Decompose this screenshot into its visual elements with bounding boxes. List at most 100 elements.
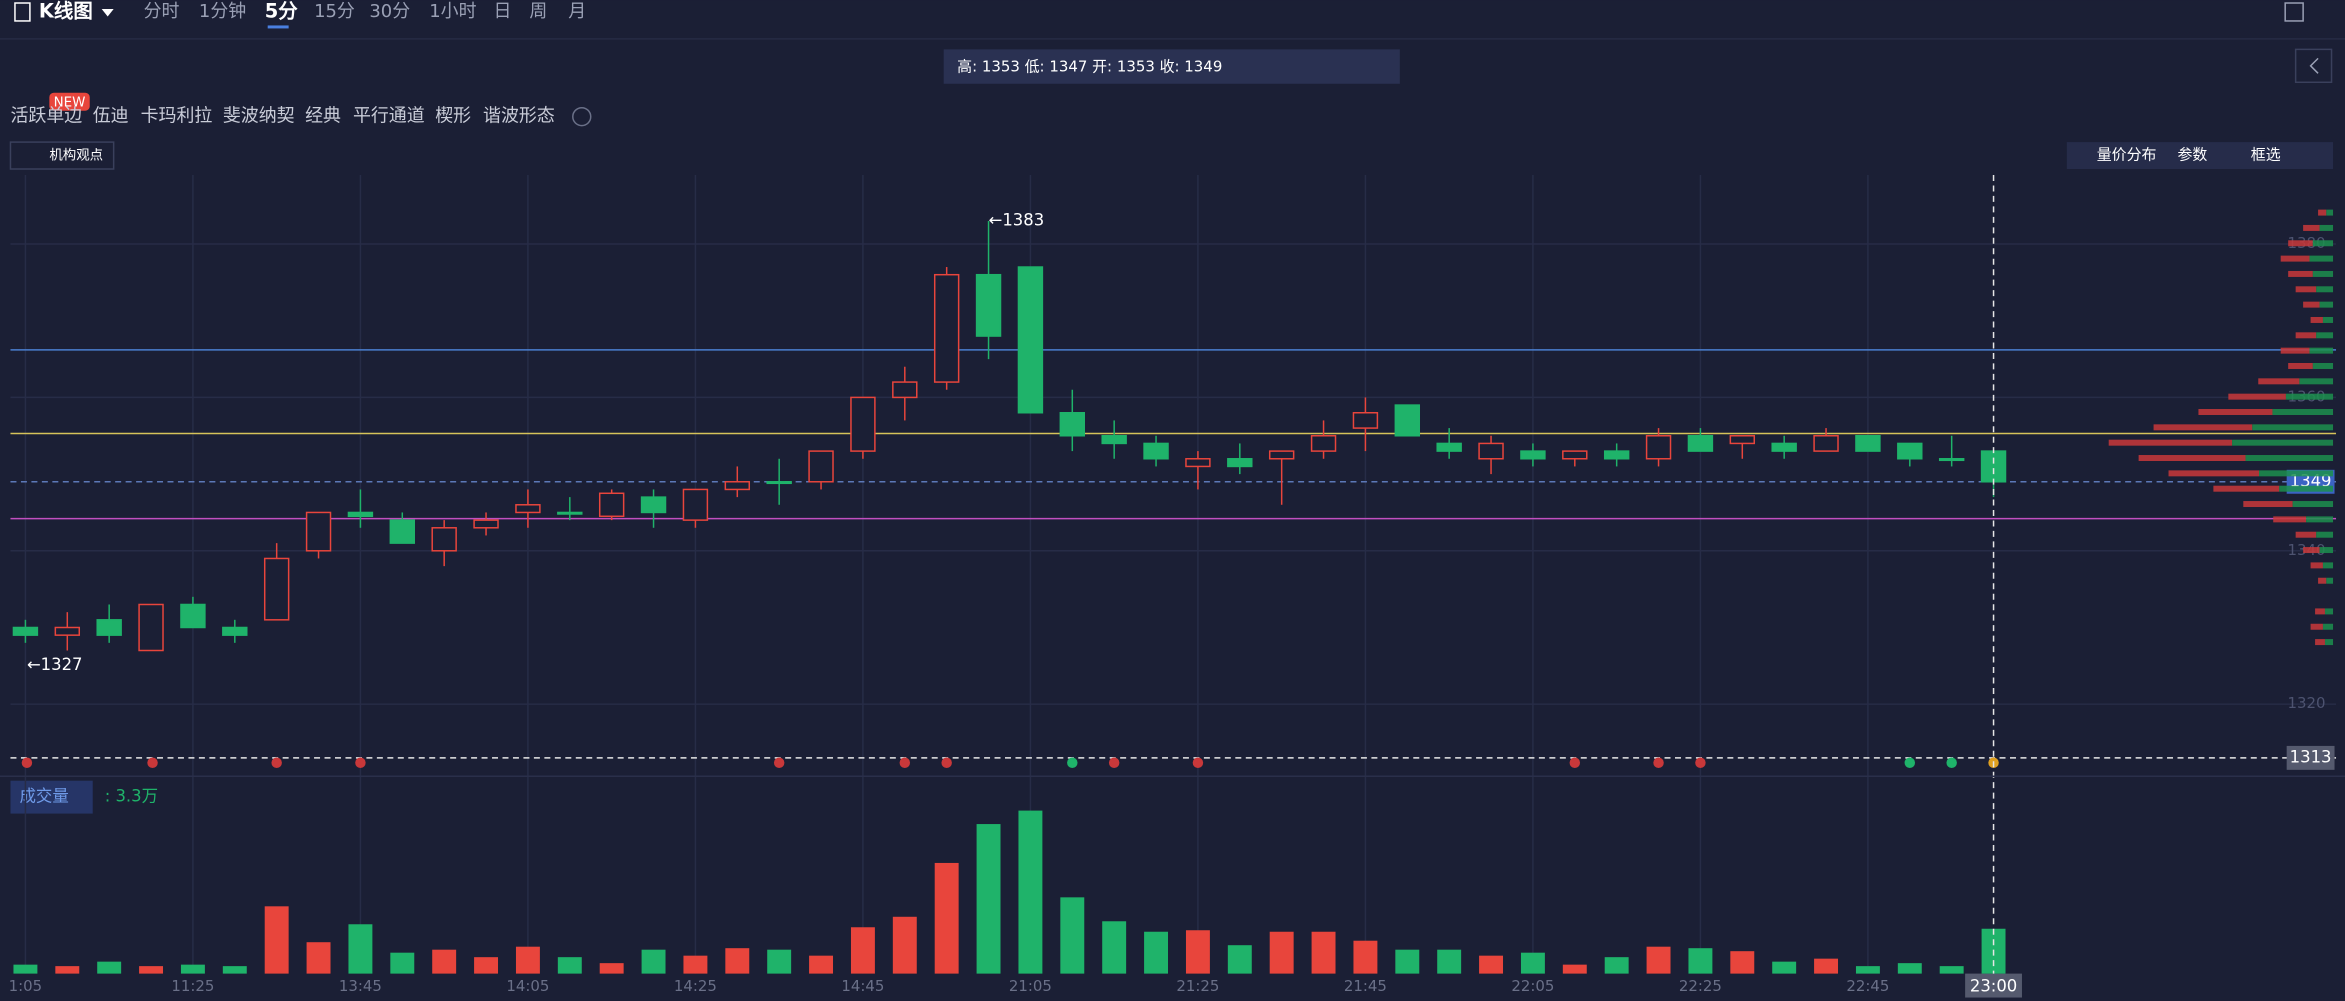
event-marker[interactable] — [1695, 757, 1706, 768]
profile-bar-green — [2322, 316, 2334, 323]
candle-body — [1143, 442, 1169, 460]
indicator[interactable]: 伍迪 — [93, 106, 129, 127]
tab[interactable]: 分时 — [144, 1, 180, 22]
annotation: ←1383 — [989, 211, 1045, 230]
profile-bar-green — [2306, 516, 2334, 523]
level-label: 1313 — [2290, 747, 2332, 766]
event-marker[interactable] — [899, 757, 911, 768]
volume-bar — [641, 949, 666, 974]
volume-bar — [1479, 955, 1504, 974]
collapse-button[interactable] — [2294, 48, 2333, 84]
indicator[interactable]: 活跃单边 — [10, 106, 82, 127]
candle-body — [682, 488, 709, 521]
event-marker[interactable] — [21, 757, 33, 768]
profile-bar-red — [2280, 255, 2310, 262]
profile-bar-red — [2303, 547, 2320, 554]
event-marker[interactable] — [1067, 757, 1078, 768]
volume-bar — [1102, 921, 1127, 974]
profile-bar-red — [2295, 332, 2317, 339]
volume-bar — [432, 949, 457, 974]
tab[interactable]: 30分 — [369, 1, 410, 22]
profile-bar-red — [2273, 516, 2307, 523]
profile-bar-green — [2292, 501, 2334, 508]
indicator[interactable]: 楔形 — [435, 106, 471, 127]
event-marker[interactable] — [1108, 757, 1120, 768]
event-marker[interactable] — [271, 757, 282, 768]
help-icon[interactable] — [572, 106, 592, 127]
profile-bar-green — [2324, 608, 2334, 615]
volume-bar — [1688, 948, 1713, 974]
candle-body — [222, 626, 248, 636]
event-marker[interactable] — [1192, 757, 1204, 768]
tab-underline — [267, 25, 289, 29]
profile-bar-red — [2295, 531, 2317, 538]
candle-body — [892, 381, 918, 399]
volume-bar — [1395, 949, 1420, 974]
candle-body — [598, 492, 625, 518]
profile-bar-red — [2288, 270, 2313, 277]
volume-bar — [1604, 957, 1629, 974]
volume-bar — [725, 948, 750, 974]
candle-body — [808, 450, 834, 483]
tab[interactable]: 月 — [568, 1, 586, 22]
tab[interactable]: 周 — [529, 1, 547, 22]
volume-title-box[interactable] — [10, 780, 93, 814]
y-tick-label: 1320 — [2288, 694, 2326, 712]
candle-body — [1101, 435, 1127, 445]
profile-bar-green — [2319, 301, 2334, 308]
x-tick-label: 23:00 — [1970, 977, 2017, 996]
volume-bar — [1437, 949, 1462, 974]
candle-body — [1352, 412, 1379, 429]
profile-bar-red — [2288, 362, 2313, 369]
volume-title[interactable]: 成交量 — [19, 787, 68, 806]
volume-bar — [1939, 966, 1964, 974]
tab[interactable]: 15分 — [314, 1, 355, 22]
x-tick-label: 21:25 — [1176, 977, 1219, 995]
x-tick-label: 13:45 — [339, 977, 382, 995]
event-marker[interactable] — [1569, 757, 1581, 768]
candle-body — [1771, 442, 1797, 452]
chart-icon — [14, 2, 31, 22]
profile-bar-green — [2312, 270, 2334, 277]
indicator[interactable]: 平行通道 — [353, 106, 425, 127]
event-marker[interactable] — [1653, 757, 1664, 768]
candle-body — [305, 511, 332, 552]
volume-bar — [1018, 810, 1043, 974]
opinion[interactable]: 机构观点 — [49, 148, 103, 164]
volume-bar — [222, 966, 247, 974]
tab[interactable]: 1分钟 — [199, 1, 246, 22]
profile-bar-green — [2322, 623, 2334, 630]
dropdown-arrow[interactable] — [101, 8, 114, 17]
profile-bar-red — [2108, 439, 2233, 446]
x-tick-label: 1:05 — [9, 977, 43, 995]
profile-bar-red — [2280, 347, 2310, 354]
volume-bar — [1646, 946, 1671, 974]
indicator[interactable]: 卡玛利拉 — [141, 106, 213, 127]
profile-bar-green — [2272, 409, 2334, 415]
profile-bar-green — [2285, 393, 2334, 400]
event-marker[interactable] — [147, 757, 158, 768]
event-marker[interactable] — [1904, 757, 1916, 768]
tab[interactable]: 5分 — [265, 0, 299, 22]
event-marker[interactable] — [941, 757, 952, 768]
volume-bar — [13, 964, 38, 974]
tab[interactable]: 日 — [494, 1, 512, 22]
indicator[interactable]: 经典 — [305, 106, 341, 127]
tool-button[interactable]: 量价分布 — [2097, 146, 2157, 164]
indicator[interactable]: 斐波纳契 — [223, 106, 295, 127]
event-marker[interactable] — [1946, 757, 1957, 768]
opinion-box[interactable] — [9, 141, 115, 170]
toolbar-title[interactable]: K线图 — [39, 0, 93, 22]
tool-button[interactable]: 框选 — [2251, 146, 2281, 164]
volume-bar — [55, 966, 80, 974]
candle-body — [138, 603, 164, 652]
volume-bar — [850, 927, 875, 974]
new-badge: NEW — [54, 95, 86, 110]
indicator[interactable]: 谐波形态 — [483, 106, 555, 127]
tab[interactable]: 1小时 — [429, 1, 476, 22]
event-marker[interactable] — [773, 757, 785, 768]
event-marker[interactable] — [355, 757, 366, 768]
layout-icon[interactable] — [2284, 2, 2304, 22]
profile-bar-green — [2309, 255, 2334, 262]
tool-button[interactable]: 参数 — [2178, 146, 2208, 164]
